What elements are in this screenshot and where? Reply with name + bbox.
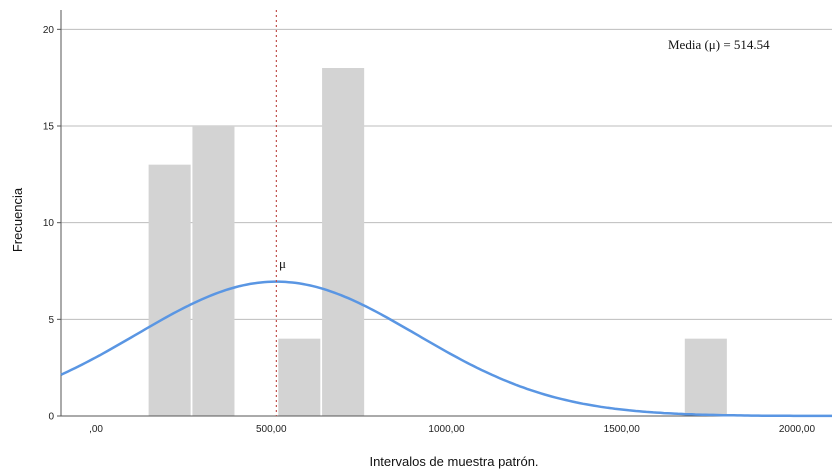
- x-tick-label: 1500,00: [604, 424, 641, 435]
- mean-symbol-label: μ: [279, 256, 286, 271]
- y-tick-label: 15: [43, 122, 55, 133]
- histogram-bar: [148, 164, 191, 416]
- y-tick-label: 0: [48, 412, 54, 423]
- histogram-bar: [192, 126, 235, 416]
- histogram-bar: [684, 338, 727, 416]
- histogram-bars: [148, 68, 727, 416]
- tick-labels: 0 5 10 15 20 ,00 500,00 1000,00 1500,00 2000,00: [43, 25, 816, 435]
- normal-curve-layer: [60, 280, 832, 418]
- y-tick-label: 10: [43, 218, 55, 229]
- histogram-bar: [278, 338, 321, 416]
- axes: [57, 10, 832, 417]
- x-axis-title: Intervalos de muestra patrón.: [369, 454, 538, 469]
- y-tick-label: 5: [48, 315, 54, 326]
- y-axis-title: Frecuencia: [10, 187, 25, 252]
- mean-annotation: Media (μ) = 514.54: [668, 37, 770, 52]
- x-tick-label: ,00: [89, 424, 103, 435]
- x-tick-label: 2000,00: [779, 424, 816, 435]
- x-tick-label: 500,00: [256, 424, 287, 435]
- x-tick-label: 1000,00: [428, 424, 465, 435]
- y-tick-label: 20: [43, 25, 55, 36]
- histogram-bar: [322, 68, 365, 416]
- normal-curve: [60, 280, 832, 418]
